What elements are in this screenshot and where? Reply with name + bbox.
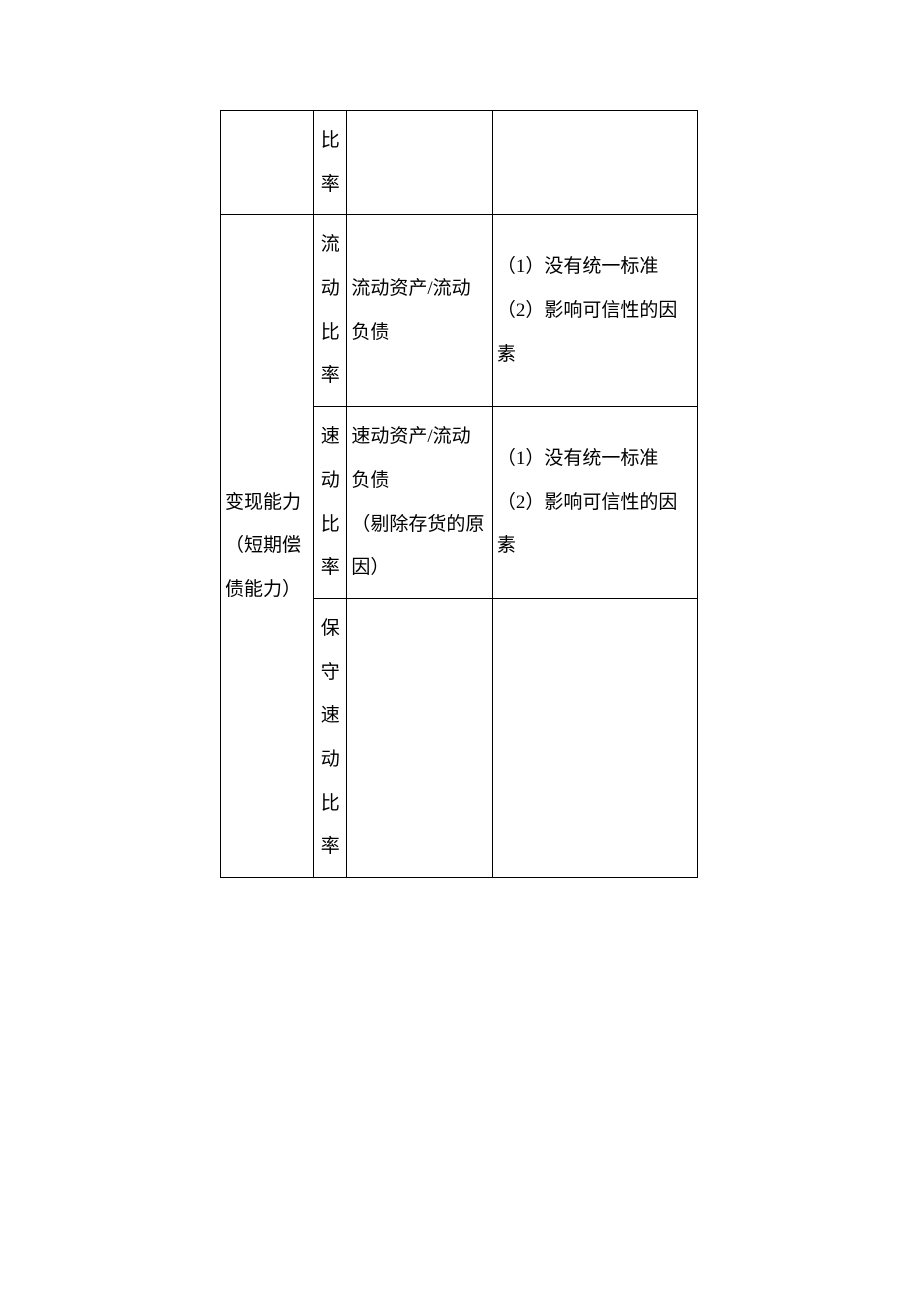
cell-quick-ratio-formula: 速动资产/流动负债 （剔除存货的原因） [347,407,492,599]
category-text: 变现能力（短期偿债能力） [225,492,301,600]
cell-conservative-quick-ratio-formula [347,598,492,877]
cell-conservative-quick-ratio-notes [492,598,697,877]
vertical-label: 保 守 速 动 比 率 [318,607,342,869]
cell-category-liquidity: 变现能力（短期偿债能力） [221,215,314,878]
financial-ratio-table: 比 率 变现能力（短期偿债能力） 流 动 比 率 流动资产/流动负债 [220,110,698,878]
table: 比 率 变现能力（短期偿债能力） 流 动 比 率 流动资产/流动负债 [220,110,698,878]
vertical-label: 流 动 比 率 [318,223,342,398]
cell-quick-ratio-label: 速 动 比 率 [314,407,347,599]
cell-conservative-quick-ratio-label: 保 守 速 动 比 率 [314,598,347,877]
cell-formula-empty [347,111,492,215]
cell-notes-empty [492,111,697,215]
vertical-label: 比 率 [318,119,342,206]
cell-quick-ratio-notes: （1）没有统一标准 （2）影响可信性的因素 [492,407,697,599]
cell-category-empty [221,111,314,215]
cell-ratio-label: 比 率 [314,111,347,215]
formula-text: 流动资产/流动负债 [351,278,470,343]
table-row: 变现能力（短期偿债能力） 流 动 比 率 流动资产/流动负债 （1）没有统一标准… [221,215,698,407]
cell-current-ratio-notes: （1）没有统一标准 （2）影响可信性的因素 [492,215,697,407]
vertical-label: 速 动 比 率 [318,415,342,590]
cell-current-ratio-label: 流 动 比 率 [314,215,347,407]
table-row: 比 率 [221,111,698,215]
cell-current-ratio-formula: 流动资产/流动负债 [347,215,492,407]
